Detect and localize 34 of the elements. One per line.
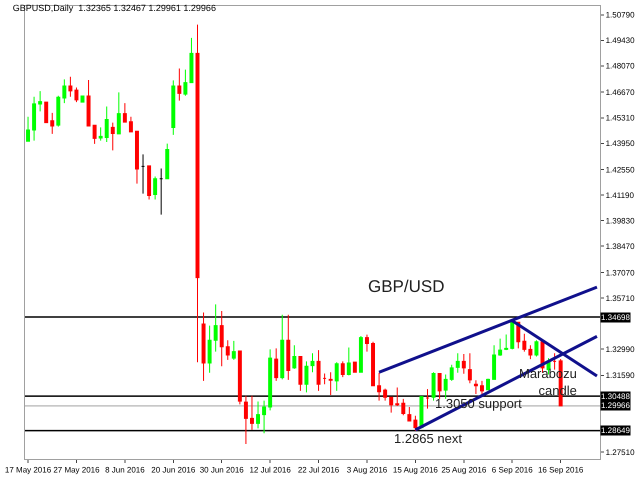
y-tick-label: 1.32990 bbox=[606, 344, 636, 354]
x-tick-label: 17 May 2016 bbox=[4, 466, 52, 475]
x-tick-label: 30 Jun 2016 bbox=[200, 466, 244, 475]
y-tick-label: 1.46670 bbox=[606, 88, 636, 98]
y-tick-label: 1.48070 bbox=[606, 62, 636, 71]
y-tick-label: 1.49430 bbox=[606, 36, 636, 46]
y-tick-label: 1.35710 bbox=[606, 294, 636, 303]
annotation: 1.2865 next bbox=[394, 431, 462, 446]
y-tick-label: 1.27510 bbox=[606, 448, 636, 457]
ref-line-label: 1.30488 bbox=[601, 392, 630, 401]
y-tick-label: 1.42550 bbox=[606, 165, 636, 174]
y-tick-label: 1.31590 bbox=[606, 371, 636, 380]
x-tick-label: 15 Aug 2016 bbox=[392, 466, 438, 475]
ref-line-label: 1.28649 bbox=[601, 426, 630, 435]
x-tick-label: 25 Aug 2016 bbox=[441, 466, 487, 475]
y-tick-label: 1.43950 bbox=[606, 139, 636, 148]
x-tick-label: 12 Jul 2016 bbox=[249, 466, 292, 475]
annotation: GBP/USD bbox=[368, 277, 445, 296]
y-tick-label: 1.37070 bbox=[606, 268, 636, 278]
x-tick-label: 3 Aug 2016 bbox=[346, 466, 388, 475]
y-tick-label: 1.38470 bbox=[606, 242, 636, 252]
x-tick-label: 20 Jun 2016 bbox=[151, 466, 196, 475]
y-tick-label: 1.50790 bbox=[606, 10, 636, 20]
y-tick-label: 1.41190 bbox=[606, 190, 634, 200]
y-tick-label: 1.45310 bbox=[606, 114, 636, 123]
y-tick-label: 1.39830 bbox=[606, 216, 636, 226]
ref-line-label: 1.34698 bbox=[601, 313, 630, 322]
x-tick-label: 27 May 2016 bbox=[53, 466, 100, 475]
x-tick-label: 22 Jul 2016 bbox=[298, 466, 340, 475]
chart-title: GBPUSD,Daily 1.32365 1.32467 1.29961 1.29966 bbox=[12, 3, 216, 14]
x-tick-label: 6 Sep 2016 bbox=[492, 466, 534, 475]
x-tick-label: 16 Sep 2016 bbox=[538, 466, 584, 475]
x-tick-label: 8 Jun 2016 bbox=[105, 466, 146, 475]
ref-line-label: 1.29966 bbox=[601, 401, 630, 410]
